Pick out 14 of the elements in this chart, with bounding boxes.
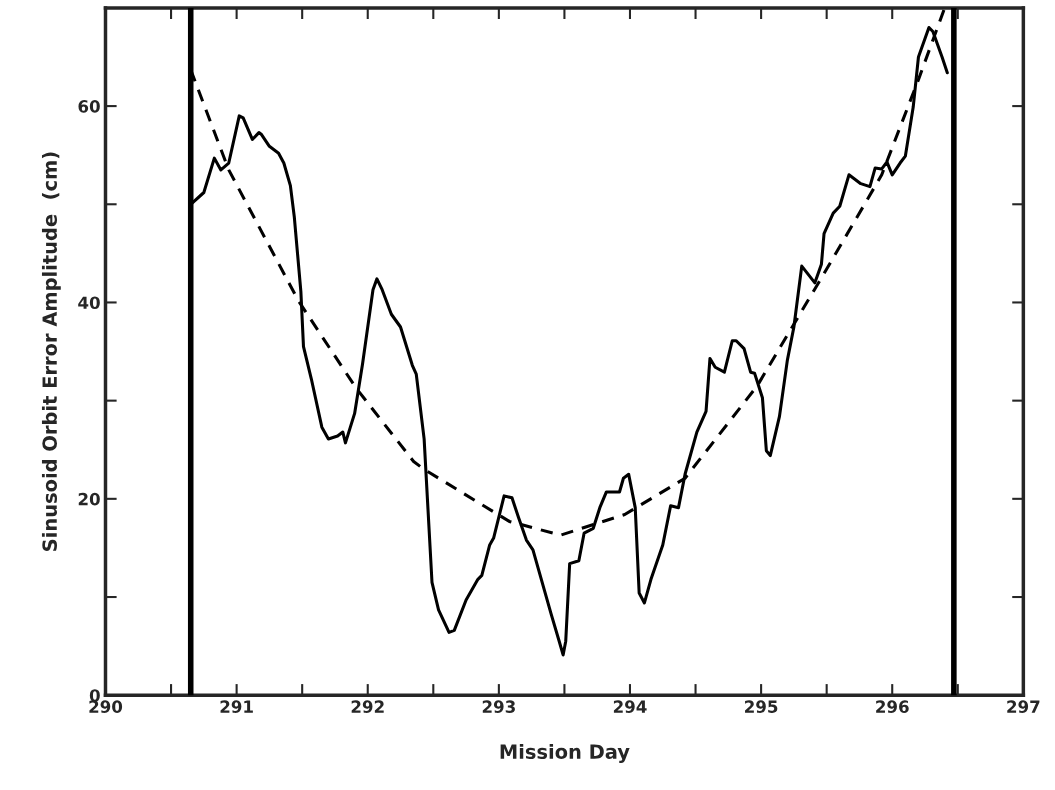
x-tick-label: 297 bbox=[1007, 700, 1040, 713]
x-tick-label: 295 bbox=[745, 700, 778, 713]
x-tick-label: 292 bbox=[351, 700, 384, 713]
x-axis-title: Mission Day bbox=[500, 743, 630, 763]
y-tick-label: 0 bbox=[89, 689, 100, 702]
y-axis-title: Sinusoid Orbit Error Amplitude (cm) bbox=[41, 152, 61, 551]
x-tick-label: 290 bbox=[89, 700, 123, 713]
y-tick-label: 60 bbox=[78, 100, 100, 113]
y-tick-label: 40 bbox=[78, 296, 100, 310]
x-tick-label: 293 bbox=[482, 700, 515, 713]
x-tick-label: 294 bbox=[613, 700, 647, 713]
x-tick-label: 291 bbox=[220, 700, 253, 713]
y-tick-label: 20 bbox=[78, 492, 100, 506]
x-tick-label: 296 bbox=[876, 700, 909, 713]
